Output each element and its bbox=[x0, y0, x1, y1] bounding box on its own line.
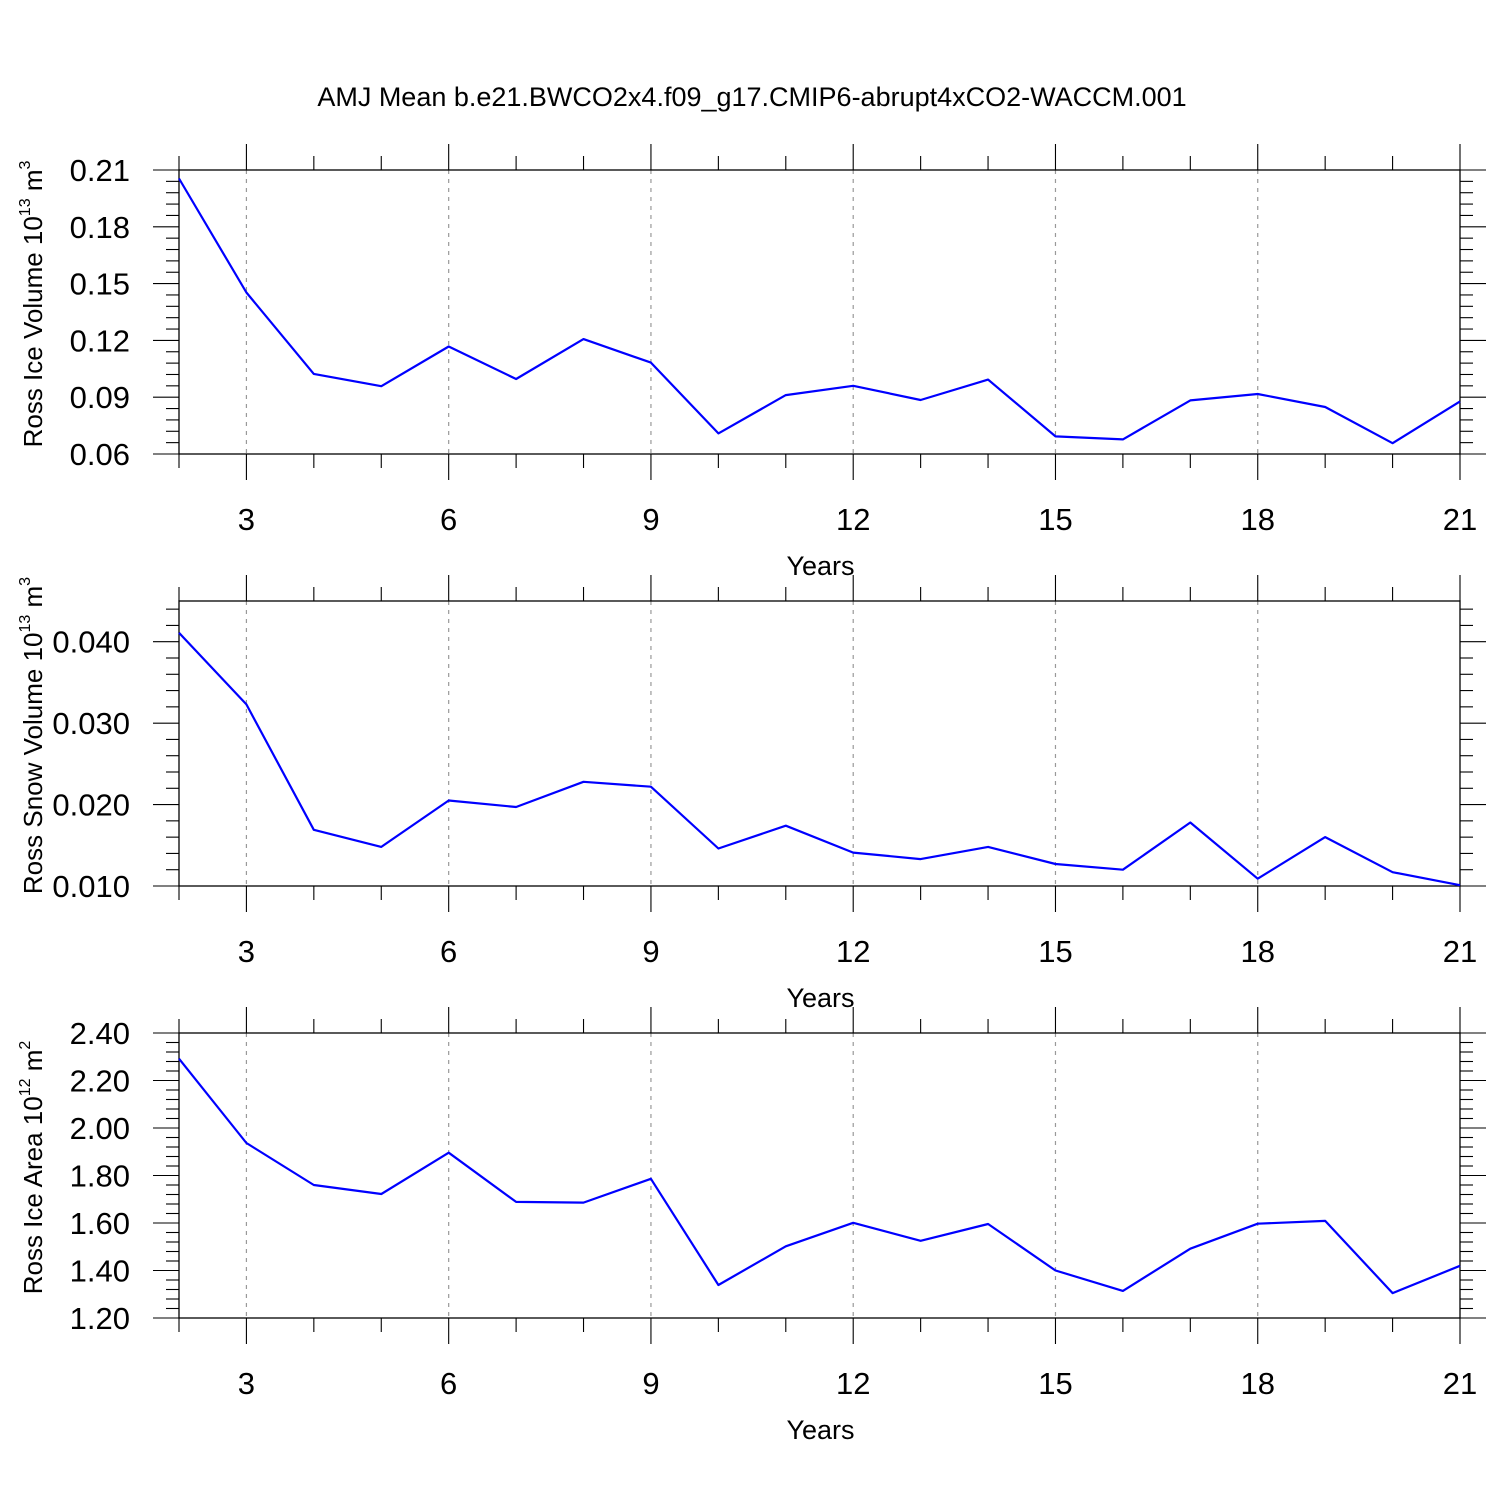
y-axis-label-main: Ross Ice Area 10 bbox=[18, 1096, 48, 1294]
y-axis-label-unit-exponent: 2 bbox=[17, 1041, 34, 1050]
x-tick-label: 12 bbox=[836, 934, 870, 969]
panel-3: 3 6 9 12 15 18 21 1.20 1.40 1.60 1.80 2.00 2.20 2.40 Y… bbox=[17, 1007, 1486, 1445]
x-axis-label: Years bbox=[786, 551, 854, 581]
x-tick-label: 15 bbox=[1038, 1366, 1072, 1401]
series-line bbox=[178, 177, 1461, 445]
x-tick-label: 15 bbox=[1038, 502, 1072, 537]
x-tick-label: 12 bbox=[836, 1366, 870, 1401]
y-tick-label: 2.00 bbox=[70, 1111, 130, 1146]
y-axis-label-unit: m bbox=[18, 586, 48, 615]
panel-1: 3 6 9 12 15 18 21 0.06 0.09 0.12 0.15 0.18 0.21 Years… bbox=[17, 144, 1486, 581]
y-axis-label-unit-exponent: 3 bbox=[17, 577, 34, 586]
x-tick-label: 21 bbox=[1443, 502, 1477, 537]
y-tick-label: 1.60 bbox=[70, 1206, 130, 1241]
x-tick-label: 6 bbox=[440, 502, 457, 537]
x-tick-label: 3 bbox=[238, 934, 255, 969]
plot-frame bbox=[178, 169, 1461, 455]
x-tick-label: 9 bbox=[642, 502, 659, 537]
x-tick-label: 15 bbox=[1038, 934, 1072, 969]
x-tick-label: 18 bbox=[1240, 1366, 1274, 1401]
plot-frame bbox=[178, 600, 1461, 887]
y-axis-label-unit-exponent: 3 bbox=[17, 160, 34, 169]
y-axis-label-main: Ross Snow Volume 10 bbox=[18, 633, 48, 895]
series-line bbox=[178, 632, 1461, 887]
x-tick-label: 3 bbox=[238, 1366, 255, 1401]
y-axis-label-unit: m bbox=[18, 169, 48, 198]
y-axis-label: Ross Ice Area 1012 m2 bbox=[17, 1041, 48, 1295]
y-axis-label-exponent: 13 bbox=[17, 198, 34, 216]
y-tick-label: 1.80 bbox=[70, 1159, 130, 1194]
x-tick-label: 21 bbox=[1443, 934, 1477, 969]
y-tick-label: 2.40 bbox=[70, 1016, 130, 1051]
y-tick-label: 0.18 bbox=[70, 210, 130, 245]
series-line bbox=[178, 1058, 1461, 1295]
y-tick-label: 1.20 bbox=[70, 1301, 130, 1336]
y-tick-label: 0.09 bbox=[70, 380, 130, 415]
y-tick-label: 0.12 bbox=[70, 323, 130, 358]
chart-title: AMJ Mean b.e21.BWCO2x4.f09_g17.CMIP6-abr… bbox=[317, 82, 1186, 112]
panel-2: 3 6 9 12 15 18 21 0.010 0.020 0.030 0.040 Years Ross… bbox=[17, 575, 1486, 1013]
x-tick-label: 6 bbox=[440, 934, 457, 969]
y-tick-label: 0.15 bbox=[70, 267, 130, 302]
x-tick-label: 6 bbox=[440, 1366, 457, 1401]
plot-frame bbox=[178, 1032, 1461, 1319]
y-tick-label: 2.20 bbox=[70, 1064, 130, 1099]
y-tick-label: 0.010 bbox=[52, 869, 130, 904]
x-tick-label: 18 bbox=[1240, 502, 1274, 537]
y-tick-label: 0.21 bbox=[70, 153, 130, 188]
x-tick-label: 3 bbox=[238, 502, 255, 537]
x-axis-label: Years bbox=[786, 1415, 854, 1445]
y-tick-label: 0.030 bbox=[52, 706, 130, 741]
panels: 3 6 9 12 15 18 21 0.06 0.09 0.12 0.15 0.18 0.21 Years… bbox=[17, 144, 1486, 1445]
y-axis-label-exponent: 13 bbox=[17, 615, 34, 633]
y-axis-label: Ross Snow Volume 1013 m3 bbox=[17, 577, 48, 894]
x-tick-label: 9 bbox=[642, 1366, 659, 1401]
y-tick-label: 0.020 bbox=[52, 788, 130, 823]
y-axis-label-unit: m bbox=[18, 1050, 48, 1079]
y-tick-label: 0.06 bbox=[70, 437, 130, 472]
x-tick-label: 9 bbox=[642, 934, 659, 969]
y-axis-label-main: Ross Ice Volume 10 bbox=[18, 216, 48, 447]
x-tick-label: 18 bbox=[1240, 934, 1274, 969]
x-tick-label: 12 bbox=[836, 502, 870, 537]
y-tick-label: 0.040 bbox=[52, 625, 130, 660]
x-tick-label: 21 bbox=[1443, 1366, 1477, 1401]
y-axis-label: Ross Ice Volume 1013 m3 bbox=[17, 160, 48, 447]
y-axis-label-exponent: 12 bbox=[17, 1078, 34, 1096]
x-axis-label: Years bbox=[786, 983, 854, 1013]
y-tick-label: 1.40 bbox=[70, 1254, 130, 1289]
